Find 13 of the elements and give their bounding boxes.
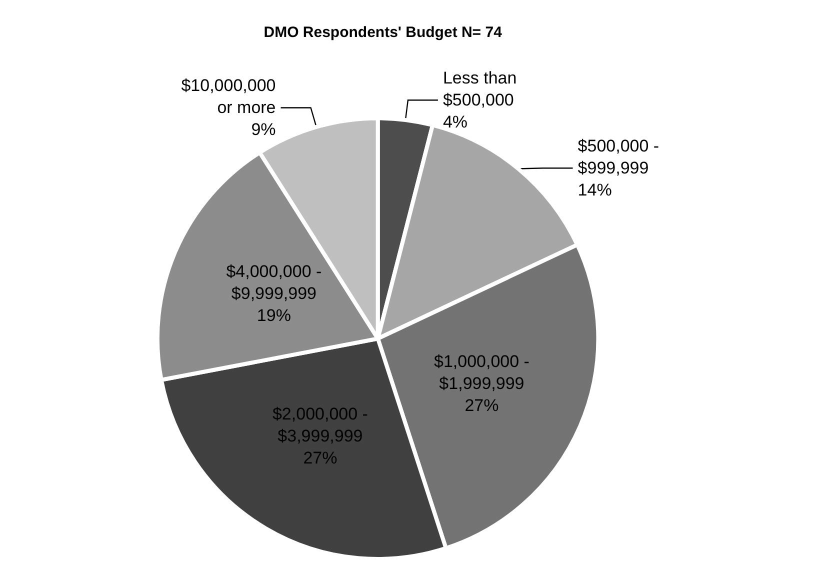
data-label: 27% (464, 396, 499, 416)
data-label: 4% (442, 112, 468, 132)
slice-label: $500,000 - $999,999 (578, 136, 660, 178)
slice-label: $4,000,000 - $9,999,999 (226, 262, 322, 304)
slice-label: $1,000,000 - $1,999,999 (434, 352, 530, 394)
data-label: 14% (578, 180, 612, 200)
chart-title: DMO Respondents' Budget N= 74 (264, 24, 503, 41)
slice-label: $2,000,000 - $3,999,999 (272, 404, 368, 446)
data-label: 27% (303, 448, 338, 468)
data-label: 9% (251, 120, 276, 140)
slice-label: $10,000,000 or more (181, 76, 276, 118)
slice-label: Less than $500,000 (442, 68, 517, 110)
data-label: 19% (256, 306, 291, 326)
